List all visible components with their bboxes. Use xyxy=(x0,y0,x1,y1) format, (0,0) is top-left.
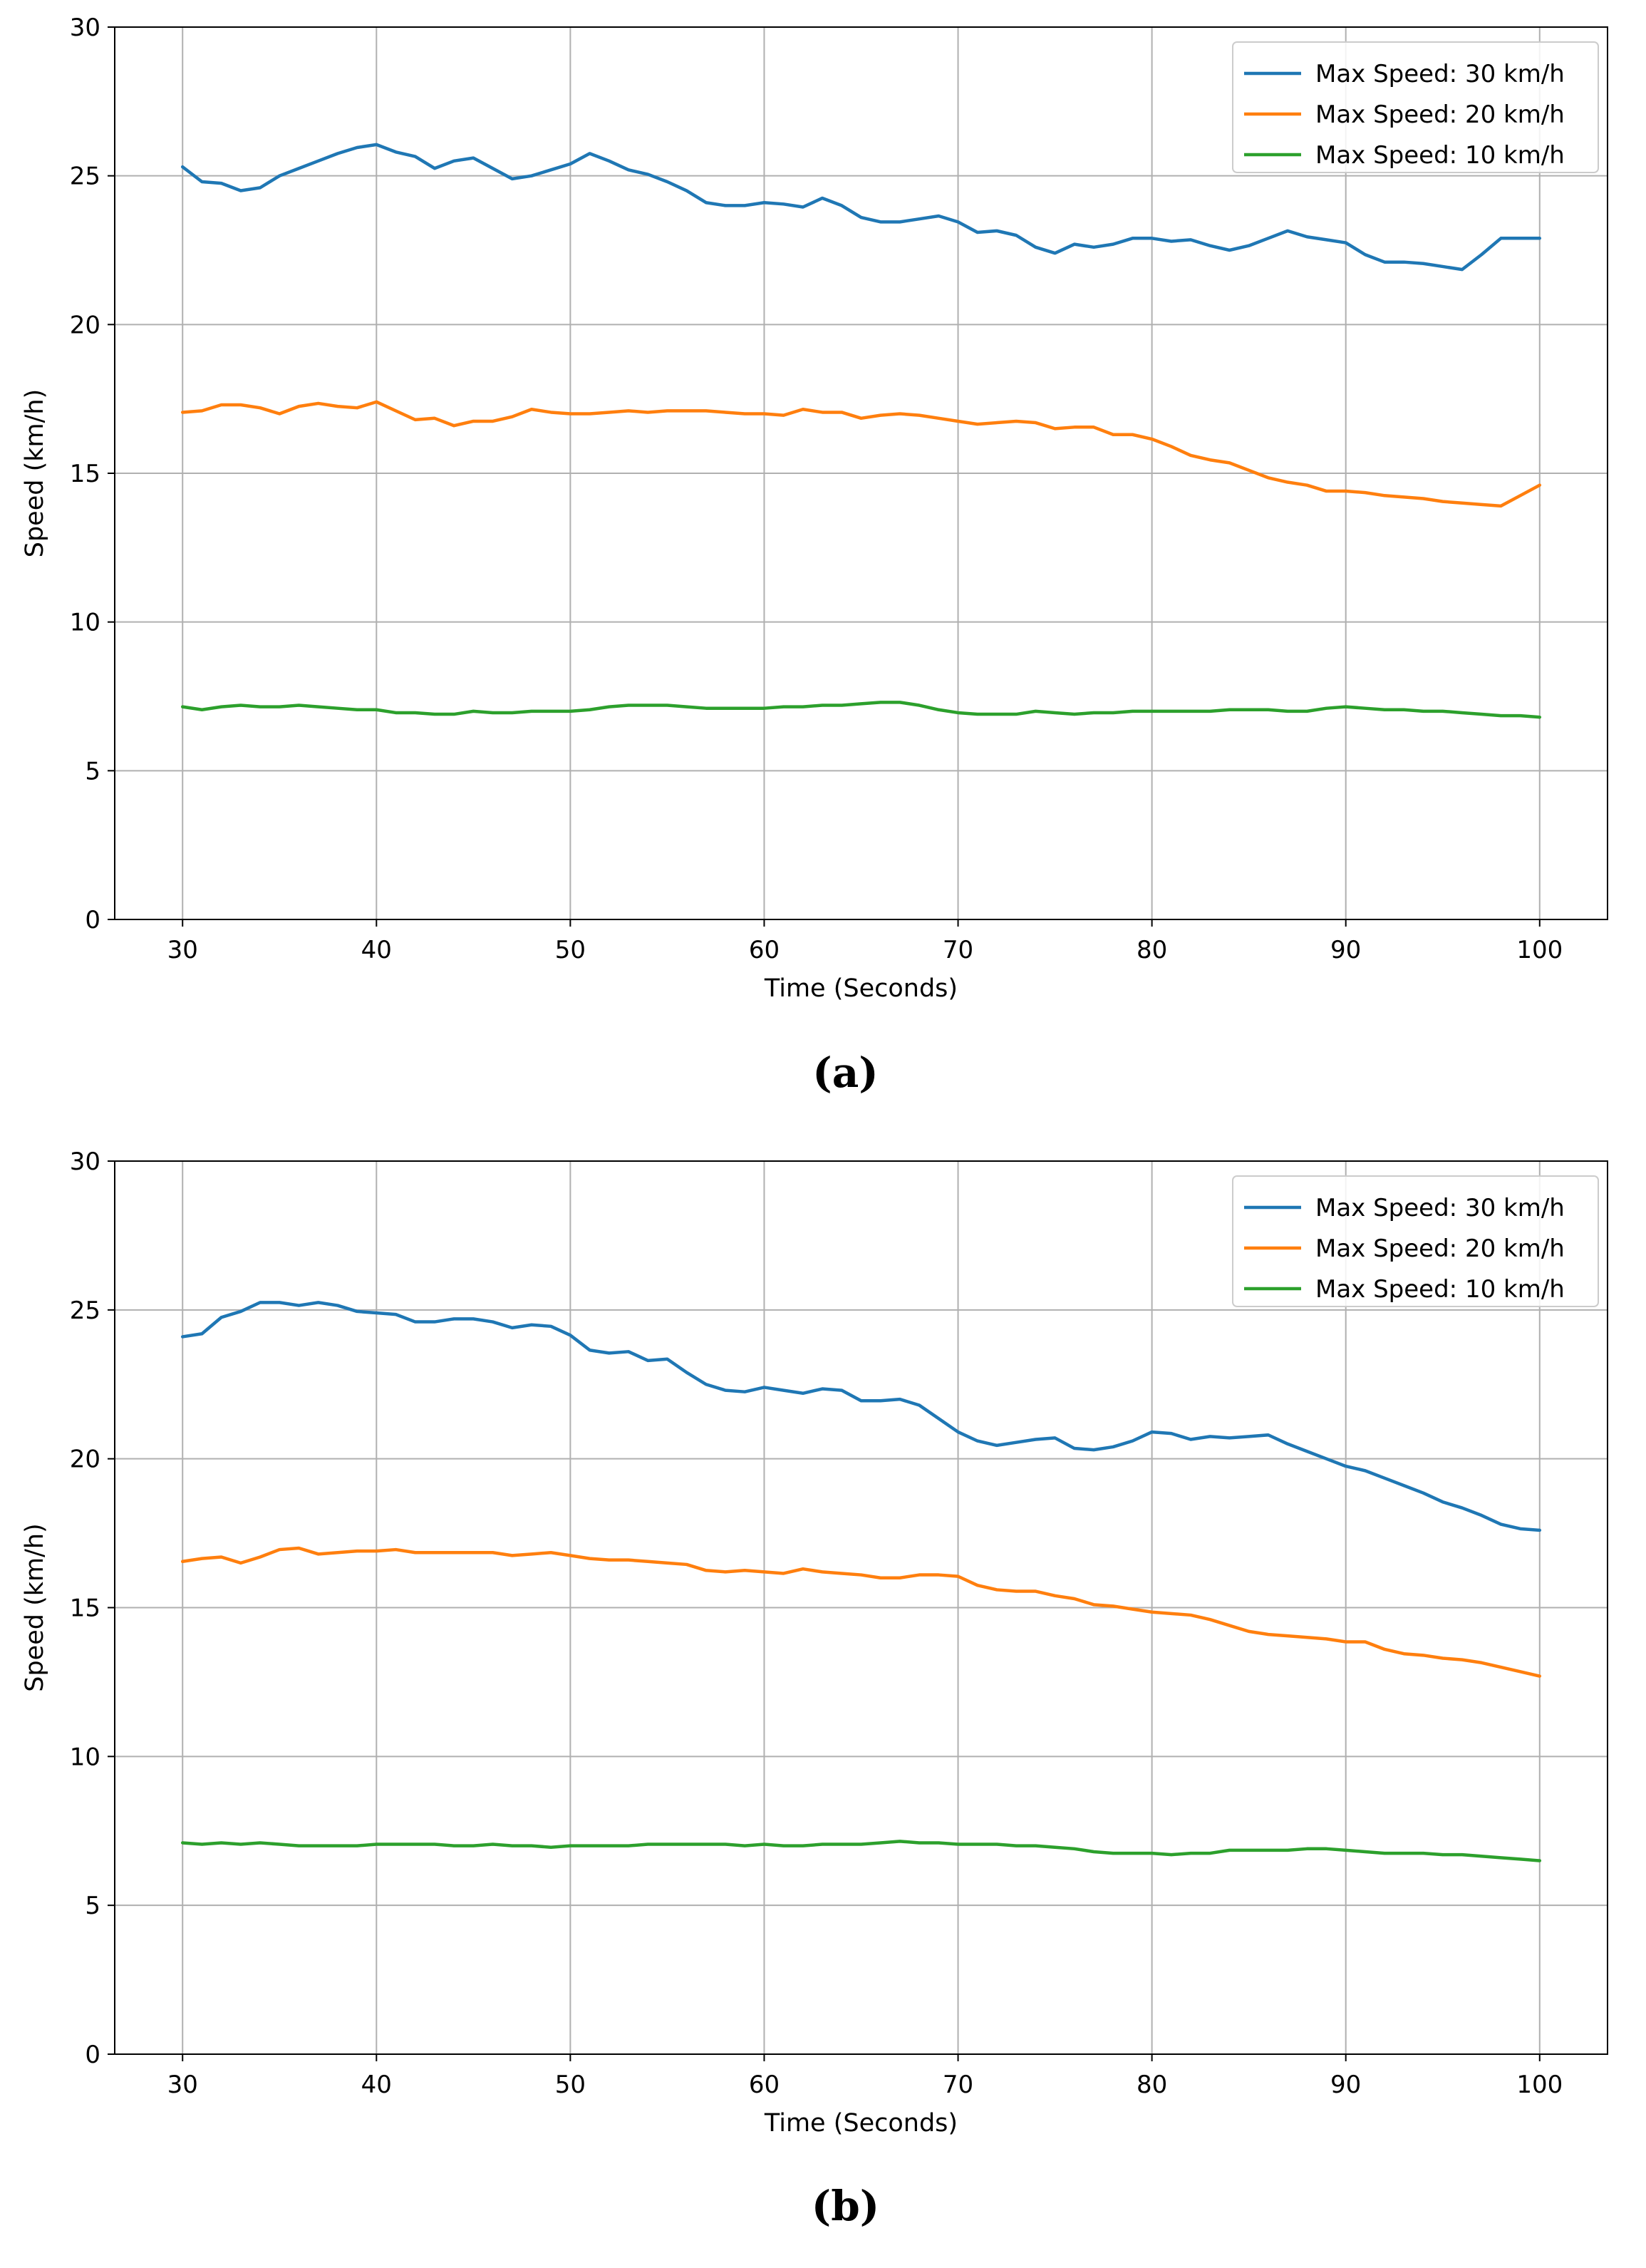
panel-label: (a) xyxy=(812,1048,878,1097)
x-tick-label: 30 xyxy=(167,936,198,964)
x-tick-label: 80 xyxy=(1137,2071,1167,2099)
legend-box xyxy=(1232,1175,1599,1307)
legend-label-1: Max Speed: 20 km/h xyxy=(1315,100,1565,129)
series-line-1 xyxy=(180,400,1542,508)
legend-label-2: Max Speed: 10 km/h xyxy=(1315,1275,1565,1304)
y-tick-label: 0 xyxy=(85,906,100,934)
y-tick-label: 5 xyxy=(85,1892,100,1920)
legend-label-2: Max Speed: 10 km/h xyxy=(1315,141,1565,170)
series-line-2 xyxy=(180,701,1542,719)
y-tick-label: 10 xyxy=(70,609,100,637)
x-tick-label: 100 xyxy=(1516,2071,1563,2099)
legend-label-0: Max Speed: 30 km/h xyxy=(1315,60,1565,88)
y-axis-label: Speed (km/h) xyxy=(21,389,49,558)
x-tick-label: 50 xyxy=(555,2071,586,2099)
x-tick-label: 80 xyxy=(1137,936,1167,964)
x-tick-label: 40 xyxy=(361,936,392,964)
y-tick-label: 0 xyxy=(85,2041,100,2069)
x-tick-label: 60 xyxy=(749,2071,780,2099)
y-tick-label: 20 xyxy=(70,311,100,339)
y-tick-label: 15 xyxy=(70,1594,100,1623)
x-tick-label: 40 xyxy=(361,2071,392,2099)
panel-label: (b) xyxy=(812,2182,879,2230)
series-line-0 xyxy=(180,1301,1542,1532)
legend-box xyxy=(1232,41,1599,173)
x-tick-label: 70 xyxy=(943,2071,973,2099)
y-tick-label: 30 xyxy=(70,1148,100,1176)
x-tick-label: 30 xyxy=(167,2071,198,2099)
y-tick-label: 15 xyxy=(70,460,100,488)
y-tick-label: 25 xyxy=(70,163,100,191)
x-axis-label: Time (Seconds) xyxy=(764,974,958,1003)
legend-label-1: Max Speed: 20 km/h xyxy=(1315,1234,1565,1263)
y-tick-label: 20 xyxy=(70,1445,100,1474)
y-tick-label: 30 xyxy=(70,14,100,42)
y-axis-label: Speed (km/h) xyxy=(21,1523,49,1692)
series-line-1 xyxy=(180,1546,1542,1678)
y-tick-label: 10 xyxy=(70,1743,100,1771)
chart-panel-b: 30 40 50 60 70 80 90 100 0 5 10 15 20 25 30 Time (Secon… xyxy=(21,1148,1608,2230)
x-tick-label: 50 xyxy=(555,936,586,964)
x-tick-label: 100 xyxy=(1516,936,1563,964)
chart-panel-a: 30 40 50 60 70 80 90 100 0 5 10 15 20 25 30 Time (Secon… xyxy=(21,14,1608,1097)
series-line-0 xyxy=(180,143,1542,272)
x-tick-label: 90 xyxy=(1330,936,1361,964)
x-tick-label: 70 xyxy=(943,936,973,964)
x-tick-label: 90 xyxy=(1330,2071,1361,2099)
x-tick-label: 60 xyxy=(749,936,780,964)
x-axis-label: Time (Seconds) xyxy=(764,2109,958,2138)
y-tick-label: 25 xyxy=(70,1297,100,1325)
series-line-2 xyxy=(180,1840,1542,1862)
legend-label-0: Max Speed: 30 km/h xyxy=(1315,1194,1565,1222)
y-tick-label: 5 xyxy=(85,757,100,785)
